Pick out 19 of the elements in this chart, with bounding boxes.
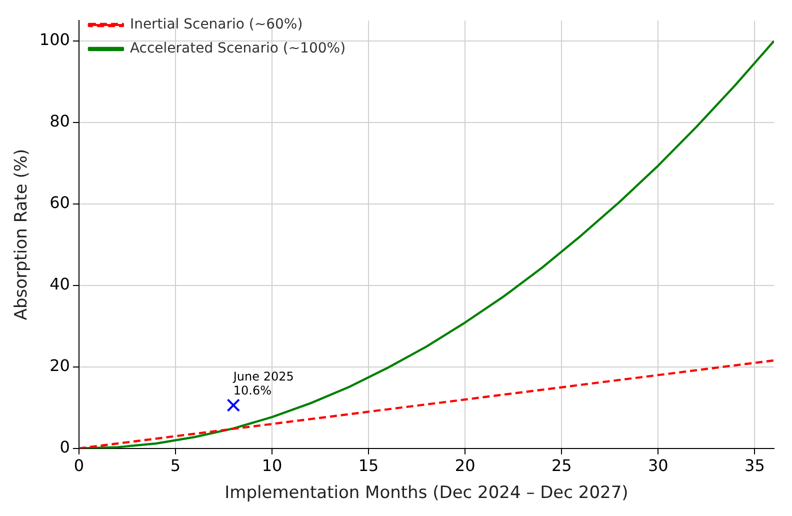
x-tick-label: 0 [74,456,84,476]
y-tick-label: 40 [50,274,70,294]
x-tick-label: 15 [358,456,379,476]
x-tick-label: 30 [648,456,668,476]
annotation: June 2025 10.6% [232,369,294,398]
x-tick-label: 25 [551,456,572,476]
x-tick-label: 5 [170,456,181,476]
y-tick-label: 100 [39,30,70,50]
y-tick-label: 20 [50,356,70,376]
legend-label: Inertial Scenario (~60%) [130,16,303,33]
y-tick-label: 80 [50,112,70,131]
x-tick-label: 20 [454,456,476,476]
x-tick-label: 10 [262,456,282,476]
y-tick-label: 60 [50,193,70,212]
y-axis-title: Absorption Rate (%) [12,148,32,320]
x-axis-title: Implementation Months (Dec 2024 – Dec 2027) [224,483,628,504]
x-tick-label: 35 [744,456,765,476]
y-tick-label: 0 [60,438,70,457]
legend-label: Accelerated Scenario (~100%) [130,40,346,57]
